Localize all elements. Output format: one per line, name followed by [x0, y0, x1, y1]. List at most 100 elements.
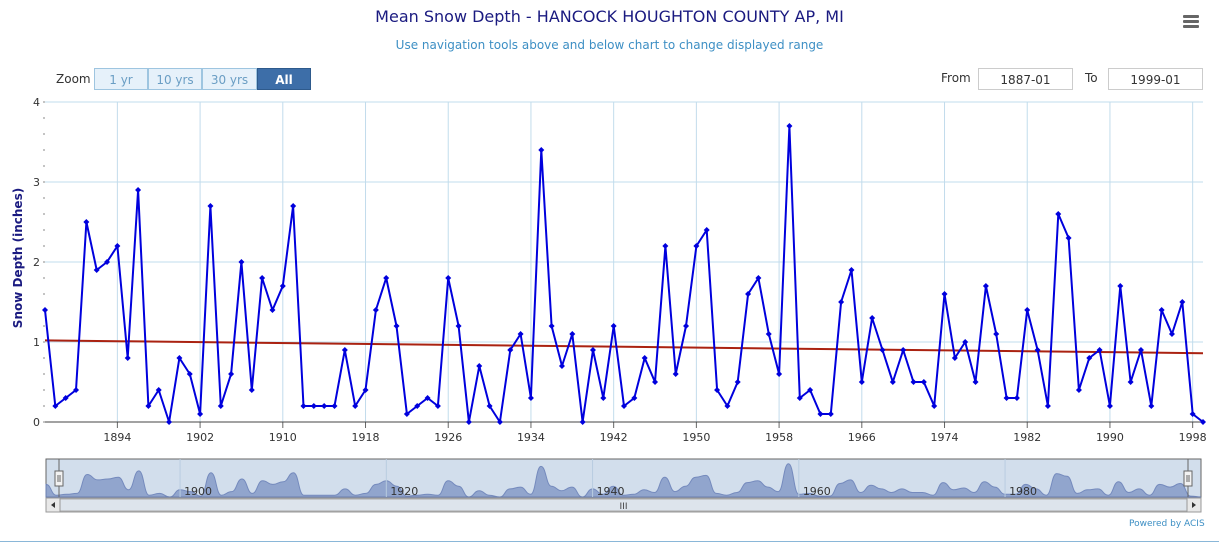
data-point[interactable] [1117, 283, 1124, 289]
data-point[interactable] [662, 243, 669, 249]
data-point[interactable] [900, 347, 907, 353]
data-point[interactable] [920, 379, 927, 385]
from-date-input[interactable]: 1887-01 [978, 68, 1073, 90]
data-point[interactable] [310, 403, 317, 409]
zoom-30yrs-button[interactable]: 30 yrs [202, 68, 257, 90]
data-point[interactable] [982, 283, 989, 289]
data-point[interactable] [486, 403, 493, 409]
data-point[interactable] [1065, 235, 1072, 241]
data-point[interactable] [1127, 379, 1134, 385]
to-date-input[interactable]: 1999-01 [1108, 68, 1203, 90]
data-point[interactable] [600, 395, 607, 401]
hamburger-menu-icon[interactable] [1181, 14, 1201, 30]
zoom-10yrs-button[interactable]: 10 yrs [148, 68, 202, 90]
data-point[interactable] [1055, 211, 1062, 217]
data-point[interactable] [817, 411, 824, 417]
data-point[interactable] [228, 371, 235, 377]
data-point[interactable] [558, 363, 565, 369]
data-point[interactable] [993, 331, 1000, 337]
data-point[interactable] [1189, 411, 1196, 417]
data-point[interactable] [300, 403, 307, 409]
data-point[interactable] [290, 203, 297, 209]
data-point[interactable] [951, 355, 958, 361]
data-point[interactable] [424, 395, 431, 401]
data-point[interactable] [341, 347, 348, 353]
data-point[interactable] [455, 323, 462, 329]
data-point[interactable] [383, 275, 390, 281]
data-point[interactable] [269, 307, 276, 313]
data-point[interactable] [827, 411, 834, 417]
data-point[interactable] [838, 299, 845, 305]
data-point[interactable] [1096, 347, 1103, 353]
data-point[interactable] [652, 379, 659, 385]
scrollbar-thumb[interactable] [59, 498, 1188, 512]
scrollbar-right-button[interactable] [1186, 497, 1202, 513]
data-point[interactable] [548, 323, 555, 329]
data-point[interactable] [393, 323, 400, 329]
data-point[interactable] [589, 347, 596, 353]
data-point[interactable] [786, 123, 793, 129]
data-point[interactable] [621, 403, 627, 409]
data-point[interactable] [496, 419, 503, 425]
data-point[interactable] [217, 403, 224, 409]
data-point[interactable] [104, 259, 111, 265]
data-point[interactable] [1003, 395, 1010, 401]
data-point[interactable] [1034, 347, 1041, 353]
scrollbar-left-button[interactable] [45, 497, 61, 513]
data-point[interactable] [869, 315, 876, 321]
data-point[interactable] [641, 355, 648, 361]
data-point[interactable] [434, 403, 441, 409]
data-point[interactable] [734, 379, 741, 385]
data-point[interactable] [352, 403, 359, 409]
data-point[interactable] [331, 403, 338, 409]
data-point[interactable] [114, 243, 121, 249]
data-point[interactable] [1044, 403, 1051, 409]
data-point[interactable] [745, 291, 752, 297]
data-point[interactable] [538, 147, 545, 153]
data-point[interactable] [476, 363, 483, 369]
data-point[interactable] [93, 267, 100, 273]
data-point[interactable] [124, 355, 131, 361]
zoom-1yr-button[interactable]: 1 yr [94, 68, 148, 90]
powered-by-credit[interactable]: Powered by ACIS [1129, 519, 1205, 529]
navigator-right-handle[interactable] [1183, 470, 1193, 487]
data-point[interactable] [858, 379, 865, 385]
data-point[interactable] [145, 403, 152, 409]
data-point[interactable] [848, 267, 855, 273]
data-point[interactable] [796, 395, 803, 401]
data-point[interactable] [1013, 395, 1020, 401]
data-point[interactable] [579, 419, 586, 425]
data-point[interactable] [517, 331, 524, 337]
data-point[interactable] [569, 331, 576, 337]
data-point[interactable] [910, 379, 917, 385]
data-point[interactable] [507, 347, 514, 353]
data-point[interactable] [683, 323, 690, 329]
data-point[interactable] [807, 387, 814, 393]
data-point[interactable] [52, 403, 59, 409]
data-point[interactable] [403, 411, 410, 417]
data-point[interactable] [166, 419, 173, 425]
data-point[interactable] [631, 395, 638, 401]
data-point[interactable] [1148, 403, 1155, 409]
data-point[interactable] [1024, 307, 1031, 313]
data-point[interactable] [445, 275, 452, 281]
data-point[interactable] [1168, 331, 1175, 337]
data-point[interactable] [714, 387, 721, 393]
zoom-all-button[interactable]: All [257, 68, 311, 90]
data-point[interactable] [931, 403, 938, 409]
data-point[interactable] [73, 387, 80, 393]
data-point[interactable] [889, 379, 896, 385]
data-point[interactable] [83, 219, 90, 225]
data-point[interactable] [527, 395, 534, 401]
data-point[interactable] [941, 291, 948, 297]
data-point[interactable] [176, 355, 183, 361]
data-point[interactable] [135, 187, 142, 193]
data-point[interactable] [610, 323, 617, 329]
navigator-window[interactable] [45, 458, 1202, 498]
data-point[interactable] [703, 227, 710, 233]
data-point[interactable] [1106, 403, 1113, 409]
data-point[interactable] [42, 307, 48, 313]
data-point[interactable] [279, 283, 286, 289]
data-point[interactable] [155, 387, 162, 393]
data-point[interactable] [465, 419, 472, 425]
